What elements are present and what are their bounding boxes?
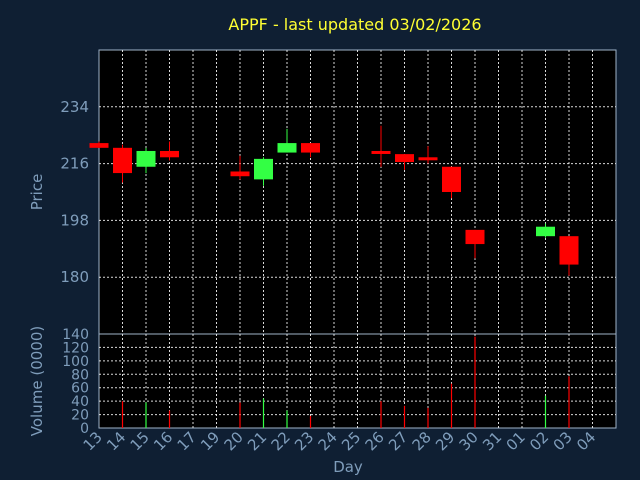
- volume-bars: [121, 336, 570, 428]
- chart-title: APPF - last updated 03/02/2026: [228, 15, 481, 34]
- x-tick-label: 29: [432, 428, 458, 454]
- candlestick: [536, 223, 555, 238]
- candle-body: [136, 150, 156, 167]
- candle-body: [371, 150, 391, 154]
- candle-body: [418, 157, 438, 161]
- volume-tick-label: 0: [80, 421, 89, 437]
- candlestick: [160, 141, 179, 161]
- x-tick-label: 24: [315, 428, 341, 454]
- candle-body: [465, 229, 485, 245]
- price-axis-ticks: 180 198 216 234: [60, 98, 89, 286]
- candle-body: [89, 143, 109, 148]
- x-tick-label: 31: [479, 428, 505, 454]
- x-axis-label: Day: [333, 458, 363, 476]
- candlesticks: [89, 125, 579, 276]
- volume-tick-label: 140: [62, 327, 89, 343]
- price-tick-label: 234: [60, 98, 89, 116]
- price-axis-label: Price: [28, 174, 46, 211]
- candle-body: [254, 158, 273, 180]
- x-tick-label: 27: [385, 428, 411, 454]
- x-axis-ticks: 1314151617192021222324252627282930310102…: [80, 428, 600, 454]
- candle-body: [301, 143, 320, 153]
- price-tick-label: 198: [60, 211, 89, 229]
- volume-plot-area: [98, 333, 617, 429]
- candlestick: [418, 146, 438, 164]
- candlestick: [113, 144, 132, 183]
- candlestick: [371, 125, 391, 167]
- volume-tick-label: 120: [62, 340, 89, 356]
- price-tick-label: 216: [60, 155, 89, 173]
- candlestick: [442, 166, 461, 199]
- x-tick-label: 26: [362, 428, 388, 454]
- candle-body: [277, 143, 297, 153]
- candlestick: [254, 157, 273, 186]
- x-tick-label: 14: [103, 428, 129, 454]
- x-tick-label: 17: [174, 428, 200, 454]
- x-tick-label: 02: [526, 428, 552, 454]
- candlestick: [136, 147, 156, 174]
- candle-body: [113, 147, 132, 174]
- candle-body: [230, 171, 250, 177]
- x-tick-label: 19: [197, 428, 223, 454]
- volume-tick-label: 40: [71, 394, 89, 410]
- candlestick: [89, 141, 109, 148]
- candlestick: [301, 143, 320, 158]
- x-tick-label: 01: [503, 428, 529, 454]
- candlestick: [395, 154, 414, 170]
- volume-tick-label: 80: [71, 367, 89, 383]
- x-tick-label: 20: [221, 428, 247, 454]
- candlestick: [277, 128, 297, 153]
- x-tick-label: 16: [150, 428, 176, 454]
- candle-body: [160, 150, 179, 158]
- x-tick-label: 04: [573, 428, 599, 454]
- x-tick-label: 28: [409, 428, 435, 454]
- x-tick-label: 25: [338, 428, 364, 454]
- candle-body: [395, 154, 414, 163]
- volume-tick-label: 100: [62, 354, 89, 370]
- x-tick-label: 21: [244, 428, 270, 454]
- candlestick: [465, 229, 485, 259]
- volume-axis-label: Volume (0000): [28, 326, 46, 436]
- candlestick: [230, 155, 250, 180]
- volume-tick-label: 20: [71, 408, 89, 424]
- x-tick-label: 22: [268, 428, 294, 454]
- x-tick-label: 03: [550, 428, 576, 454]
- x-tick-label: 15: [127, 428, 153, 454]
- volume-tick-label: 60: [71, 381, 89, 397]
- x-tick-label: 30: [456, 428, 482, 454]
- candle-body: [536, 226, 555, 237]
- price-tick-label: 180: [60, 268, 89, 286]
- candle-body: [559, 236, 579, 265]
- candlestick: [559, 236, 579, 276]
- candle-body: [442, 166, 461, 192]
- x-tick-label: 23: [291, 428, 317, 454]
